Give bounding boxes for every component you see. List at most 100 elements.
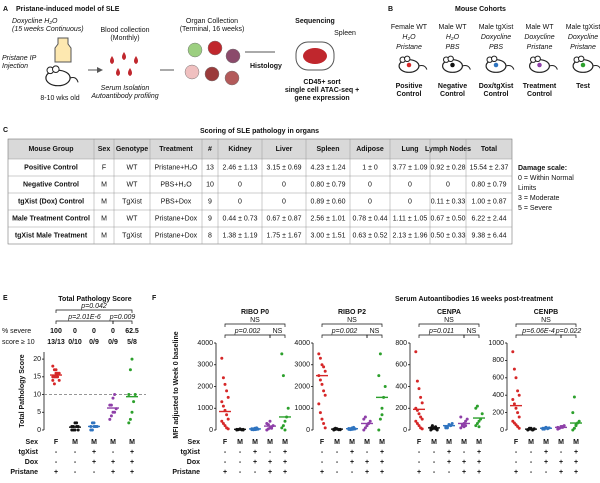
- panel-title: Mouse Cohorts: [455, 6, 506, 13]
- mouse-spot: [580, 62, 586, 68]
- condition-value: -: [433, 469, 436, 476]
- doxy-label: (15 weeks Continuous): [12, 26, 84, 33]
- data-dot: [52, 382, 56, 386]
- table-cell: 0: [446, 181, 450, 188]
- data-dot: [128, 368, 132, 372]
- table-cell: 9: [208, 198, 212, 205]
- condition-value: -: [336, 449, 339, 456]
- table-cell: 1.75 ± 1.67: [267, 232, 302, 239]
- table-cell: M: [101, 232, 107, 239]
- summary-value: 0: [73, 328, 77, 335]
- condition-value: +: [477, 469, 481, 476]
- data-dot: [226, 417, 230, 421]
- condition-value: M: [461, 439, 467, 446]
- data-dot: [480, 412, 484, 416]
- condition-value: -: [433, 449, 436, 456]
- data-dot: [514, 376, 518, 380]
- sig-label: p=0.042: [80, 303, 107, 310]
- spleen-label: Spleen: [334, 30, 356, 37]
- data-dot: [318, 378, 322, 382]
- summary-value: 100: [50, 328, 62, 335]
- sig-label: p=0.009: [109, 314, 136, 321]
- data-dot: [57, 371, 61, 375]
- organ-icon: [224, 70, 240, 86]
- table-header: Kidney: [228, 146, 251, 153]
- condition-value: -: [530, 459, 533, 466]
- organ-label: (Terminal, 16 weeks): [180, 26, 245, 33]
- condition-value: M: [252, 439, 258, 446]
- data-dot: [92, 421, 96, 425]
- data-dot: [225, 389, 229, 393]
- data-dot: [56, 375, 60, 379]
- data-dot: [281, 424, 285, 428]
- data-dot: [414, 350, 418, 354]
- data-dot: [380, 413, 384, 417]
- y-tick-label: 600: [492, 375, 504, 382]
- table-cell: 8: [208, 232, 212, 239]
- sig-label: p=0.002: [234, 328, 261, 335]
- panel-title: Pristane-induced model of SLE: [16, 6, 120, 13]
- condition-value: +: [544, 459, 548, 466]
- condition-value: -: [351, 469, 354, 476]
- table-cell: 10: [206, 181, 214, 188]
- cohort-label: Control: [440, 91, 465, 98]
- mouse-tail: [592, 65, 600, 69]
- condition-value: +: [380, 449, 384, 456]
- data-dot: [132, 400, 136, 404]
- data-dot: [572, 395, 576, 399]
- condition-value: +: [380, 469, 384, 476]
- mouse-spot: [493, 62, 499, 68]
- table-header: Total: [481, 146, 497, 153]
- condition-value: +: [223, 469, 227, 476]
- damage-scale: 0 = Within Normal: [518, 175, 574, 182]
- data-dot: [221, 404, 225, 408]
- mouse-tail: [462, 65, 471, 70]
- data-dot: [516, 389, 520, 393]
- table-cell: tgXist Male Treatment: [15, 232, 88, 239]
- condition-value: F: [223, 439, 228, 446]
- table-cell: 0.89 ± 0.60: [311, 198, 346, 205]
- data-dot: [57, 378, 61, 382]
- data-dot: [474, 424, 478, 428]
- sequencing-label: Sequencing: [295, 18, 335, 25]
- condition-value: +: [92, 459, 96, 466]
- sig-bracket: [418, 323, 480, 327]
- condition-value: F: [417, 439, 422, 446]
- condition-value: M: [72, 439, 78, 446]
- table-cell: 6.22 ± 2.44: [472, 215, 507, 222]
- data-dot: [417, 424, 421, 428]
- sig-label: p=0.022: [555, 328, 582, 335]
- y-tick-label: 1000: [294, 405, 310, 412]
- data-dot: [283, 419, 287, 423]
- data-dot: [572, 426, 576, 430]
- table-cell: 15.54 ± 2.37: [470, 164, 509, 171]
- data-dot: [270, 426, 274, 430]
- pristane-label: Pristane IP: [2, 55, 37, 62]
- y-tick-label: 20: [33, 356, 41, 363]
- table-cell: 0: [368, 181, 372, 188]
- data-dot: [51, 364, 55, 368]
- mouse-tail: [418, 65, 428, 70]
- sig-bracket: [321, 323, 383, 327]
- condition-value: -: [515, 459, 518, 466]
- table-header: Genotype: [116, 146, 148, 153]
- table-cell: 4.23 ± 1.24: [311, 164, 346, 171]
- data-dot: [383, 385, 387, 388]
- cohort-injection: PBS: [489, 44, 503, 51]
- table-cell: 1.38 ± 1.19: [223, 232, 258, 239]
- summary-label: % severe: [2, 328, 31, 335]
- y-tick-label: 400: [395, 383, 407, 390]
- condition-value: -: [530, 469, 533, 476]
- condition-value: +: [365, 469, 369, 476]
- serum-label: Autoantibody profiling: [90, 93, 158, 100]
- table-cell: 0.44 ± 0.73: [223, 215, 258, 222]
- mouse-tail: [549, 65, 558, 70]
- y-tick-label: 4000: [197, 340, 213, 347]
- data-dot: [320, 363, 324, 367]
- condition-value: -: [74, 459, 77, 466]
- blood-drop: [122, 52, 126, 60]
- table-cell: 0: [282, 181, 286, 188]
- y-tick-label: 200: [492, 409, 504, 416]
- data-dot: [414, 419, 418, 423]
